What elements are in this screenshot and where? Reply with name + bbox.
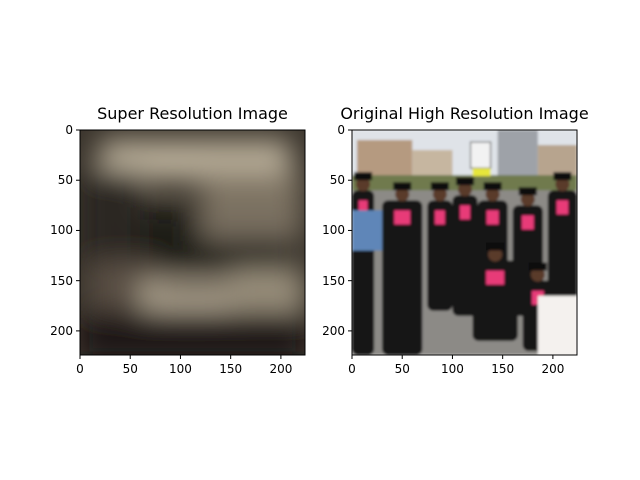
- panel-image-0: [80, 130, 305, 355]
- x-tick-label: 100: [440, 362, 464, 376]
- right-panel-title: Original High Resolution Image: [340, 104, 589, 123]
- x-tick-label: 50: [394, 362, 410, 376]
- y-tick-label: 200: [322, 323, 345, 338]
- x-tick-label: 100: [168, 362, 192, 376]
- x-tick-label: 150: [219, 362, 243, 376]
- left-panel-title: Super Resolution Image: [97, 104, 288, 123]
- y-tick-label: 200: [50, 323, 73, 338]
- y-tick-label: 50: [329, 173, 345, 188]
- y-tick-label: 100: [50, 223, 73, 238]
- y-tick-label: 0: [337, 123, 345, 137]
- y-tick-label: 100: [322, 223, 345, 238]
- x-tick-label: 200: [541, 362, 565, 376]
- x-tick-label: 0: [76, 362, 84, 376]
- axes-frame: [351, 129, 578, 356]
- y-tick-label: 50: [57, 173, 73, 188]
- y-tick-label: 150: [322, 273, 345, 288]
- x-tick-label: 0: [348, 362, 356, 376]
- panel-image-1: [352, 130, 577, 355]
- axes-frame: [79, 129, 306, 356]
- x-tick-label: 150: [491, 362, 515, 376]
- y-tick-label: 150: [50, 273, 73, 288]
- y-tick-label: 0: [65, 123, 73, 137]
- x-tick-label: 50: [122, 362, 138, 376]
- x-tick-label: 200: [269, 362, 293, 376]
